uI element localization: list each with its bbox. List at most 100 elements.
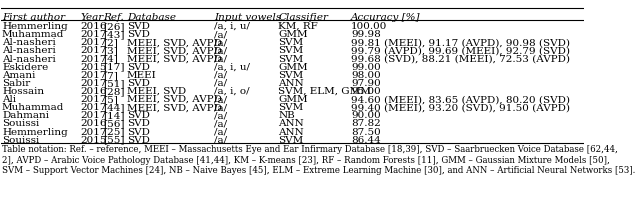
Text: SVM: SVM	[278, 46, 303, 55]
Text: /a/: /a/	[214, 46, 227, 55]
Text: SVM, ELM, GMM: SVM, ELM, GMM	[278, 87, 371, 96]
Text: /a/: /a/	[214, 119, 227, 129]
Text: 2017: 2017	[80, 111, 107, 120]
Text: MEEI, SVD: MEEI, SVD	[127, 87, 186, 96]
Text: ANN: ANN	[278, 127, 304, 136]
Text: /a, i, u/: /a, i, u/	[214, 63, 250, 72]
Text: 99.00: 99.00	[351, 63, 381, 72]
Text: SVM: SVM	[278, 38, 303, 47]
Text: [7]: [7]	[104, 71, 118, 80]
Text: /a/: /a/	[214, 71, 227, 80]
Text: 2017: 2017	[80, 38, 107, 47]
Text: [55]: [55]	[104, 136, 125, 145]
Text: [51]: [51]	[104, 79, 125, 88]
Text: [5]: [5]	[104, 95, 118, 104]
Text: [25]: [25]	[104, 127, 125, 136]
Text: /a/: /a/	[214, 38, 227, 47]
Text: NB: NB	[278, 111, 295, 120]
Text: GMM: GMM	[278, 63, 308, 72]
Text: 97.90: 97.90	[351, 79, 381, 88]
Text: Classifier: Classifier	[278, 13, 328, 22]
Text: 2016: 2016	[80, 22, 107, 31]
Text: [17]: [17]	[104, 63, 125, 72]
Text: Hemmerling: Hemmerling	[2, 127, 68, 136]
Text: Souissi: Souissi	[2, 136, 39, 145]
Text: SVD: SVD	[127, 127, 150, 136]
Text: 2017: 2017	[80, 46, 107, 55]
Text: GMM: GMM	[278, 30, 308, 39]
Text: Dahmani: Dahmani	[2, 111, 49, 120]
Text: /a/: /a/	[214, 111, 227, 120]
Text: Ref.: Ref.	[104, 13, 124, 22]
Text: Ali: Ali	[2, 95, 16, 104]
Text: /a/: /a/	[214, 55, 227, 64]
Text: Input vowels: Input vowels	[214, 13, 282, 22]
Text: 2015: 2015	[80, 63, 107, 72]
Text: /a, i, o/: /a, i, o/	[214, 87, 250, 96]
Text: SVD: SVD	[127, 119, 150, 129]
Text: Hemmerling: Hemmerling	[2, 22, 68, 31]
Text: SVD: SVD	[127, 79, 150, 88]
Text: Year: Year	[80, 13, 103, 22]
Text: [14]: [14]	[104, 111, 125, 120]
Text: /a, i, u/: /a, i, u/	[214, 22, 250, 31]
Text: 90.00: 90.00	[351, 111, 381, 120]
Text: MEEI, SVD, AVPD: MEEI, SVD, AVPD	[127, 95, 221, 104]
Text: 2017: 2017	[80, 103, 107, 112]
Text: /a/: /a/	[214, 79, 227, 88]
Text: /a/: /a/	[214, 30, 227, 39]
Text: SVD: SVD	[127, 136, 150, 145]
Text: MEEI, SVD, AVPD: MEEI, SVD, AVPD	[127, 46, 221, 55]
Text: MEEI, SVD, AVPD: MEEI, SVD, AVPD	[127, 38, 221, 47]
Text: SVM: SVM	[278, 136, 303, 145]
Text: Al-nasheri: Al-nasheri	[2, 55, 56, 64]
Text: /a/: /a/	[214, 136, 227, 145]
Text: SVM: SVM	[278, 103, 303, 112]
Text: Al-nasheri: Al-nasheri	[2, 46, 56, 55]
Text: Accuracy [%]: Accuracy [%]	[351, 13, 420, 22]
Text: MEEI: MEEI	[127, 71, 156, 80]
Text: 87.50: 87.50	[351, 127, 381, 136]
Text: SVD: SVD	[127, 111, 150, 120]
Text: 2015: 2015	[80, 136, 107, 145]
Text: 2017: 2017	[80, 55, 107, 64]
Text: Al-nasheri: Al-nasheri	[2, 38, 56, 47]
Text: ANN: ANN	[278, 119, 304, 129]
Text: 99.40 (MEEI), 93.20 (SVD), 91.50 (AVPD): 99.40 (MEEI), 93.20 (SVD), 91.50 (AVPD)	[351, 103, 570, 112]
Text: Muhammad: Muhammad	[2, 30, 65, 39]
Text: /a/: /a/	[214, 103, 227, 112]
Text: 2016: 2016	[80, 87, 107, 96]
Text: 2017: 2017	[80, 127, 107, 136]
Text: 100.00: 100.00	[351, 22, 387, 31]
Text: 94.60 (MEEI), 83.65 (AVPD), 80.20 (SVD): 94.60 (MEEI), 83.65 (AVPD), 80.20 (SVD)	[351, 95, 570, 104]
Text: 99.79 (AVPD), 99.69 (MEEI), 92.79 (SVD): 99.79 (AVPD), 99.69 (MEEI), 92.79 (SVD)	[351, 46, 570, 55]
Text: Database: Database	[127, 13, 176, 22]
Text: GMM: GMM	[278, 95, 308, 104]
Text: First author: First author	[2, 13, 65, 22]
Text: Amani: Amani	[2, 71, 35, 80]
Text: 2017: 2017	[80, 71, 107, 80]
Text: 87.82: 87.82	[351, 119, 381, 129]
Text: SVD: SVD	[127, 22, 150, 31]
Text: 99.68 (SVD), 88.21 (MEEI), 72.53 (AVPD): 99.68 (SVD), 88.21 (MEEI), 72.53 (AVPD)	[351, 55, 570, 64]
Text: 99.98: 99.98	[351, 30, 381, 39]
Text: Table notation: Ref. – reference, MEEI – Massachusetts Eye and Ear Infirmary Dat: Table notation: Ref. – reference, MEEI –…	[2, 145, 636, 175]
Text: SVM: SVM	[278, 55, 303, 64]
Text: [2]: [2]	[104, 38, 118, 47]
Text: Souissi: Souissi	[2, 119, 39, 129]
Text: 95.00: 95.00	[351, 87, 381, 96]
Text: Sabir: Sabir	[2, 79, 30, 88]
Text: 2016: 2016	[80, 119, 107, 129]
Text: ANN: ANN	[278, 79, 304, 88]
Text: SVM: SVM	[278, 71, 303, 80]
Text: KM, RF: KM, RF	[278, 22, 318, 31]
Text: [43]: [43]	[104, 30, 125, 39]
Text: [28]: [28]	[104, 87, 125, 96]
Text: MEEI, SVD, AVPD: MEEI, SVD, AVPD	[127, 103, 221, 112]
Text: 2017: 2017	[80, 79, 107, 88]
Text: 99.81 (MEEI), 91.17 (AVPD), 90.98 (SVD): 99.81 (MEEI), 91.17 (AVPD), 90.98 (SVD)	[351, 38, 570, 47]
Text: Muhammad: Muhammad	[2, 103, 65, 112]
Text: Eskidere: Eskidere	[2, 63, 48, 72]
Text: SVD: SVD	[127, 63, 150, 72]
Text: 2017: 2017	[80, 95, 107, 104]
